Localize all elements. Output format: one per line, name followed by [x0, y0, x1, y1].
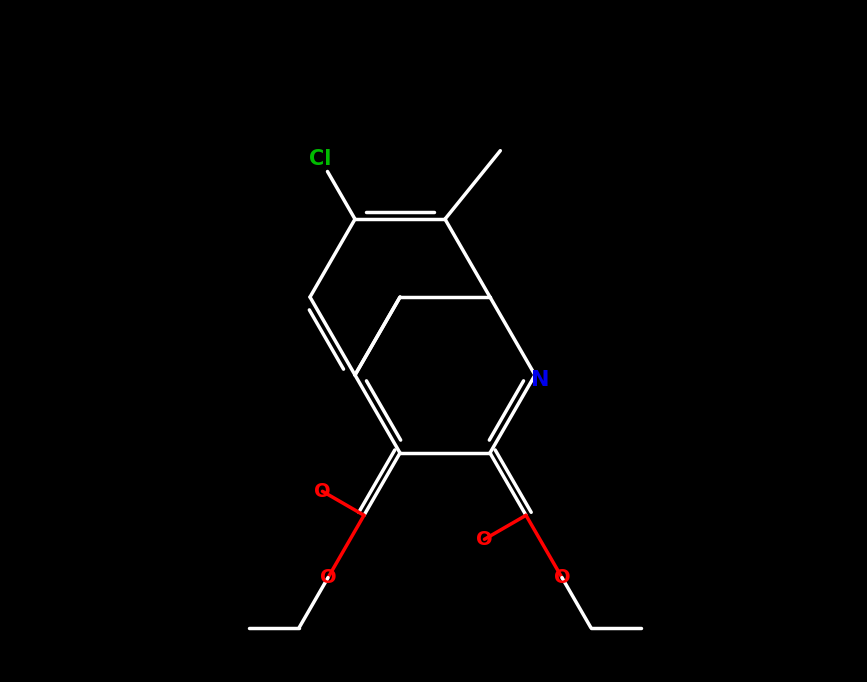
Text: Cl: Cl	[310, 149, 332, 169]
Text: O: O	[476, 530, 492, 549]
Text: O: O	[554, 568, 570, 587]
Text: O: O	[320, 568, 336, 587]
Text: O: O	[314, 481, 330, 501]
Text: N: N	[531, 370, 550, 390]
